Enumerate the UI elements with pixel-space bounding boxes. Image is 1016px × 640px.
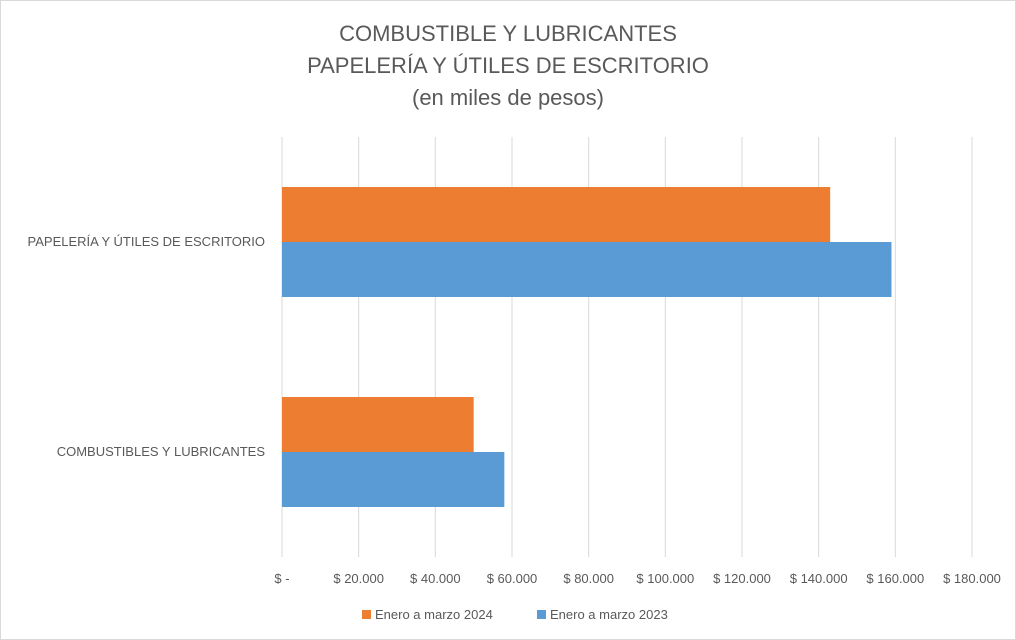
x-tick-label: $ 80.000 (563, 571, 614, 586)
x-tick-label: $ 140.000 (790, 571, 848, 586)
legend-swatch (537, 610, 546, 619)
x-tick-label: $ 40.000 (410, 571, 461, 586)
bar (282, 187, 831, 242)
x-tick-label: $ - (274, 571, 289, 586)
bar (282, 397, 474, 452)
x-tick-label: $ 180.000 (943, 571, 1001, 586)
legend: Enero a marzo 2024 Enero a marzo 2023 (362, 607, 668, 622)
x-axis-tick-labels: $ - $ 20.000 $ 40.000 $ 60.000 $ 80.000 $ 100… (274, 571, 1001, 586)
category-labels: PAPELERÍA Y ÚTILES DE ESCRITORIO COMBUSTI… (28, 234, 266, 459)
chart-title-line-1: COMBUSTIBLE Y LUBRICANTES (339, 21, 677, 46)
bars (282, 187, 892, 507)
legend-swatch (362, 610, 371, 619)
chart-title: COMBUSTIBLE Y LUBRICANTES PAPELERÍA Y ÚT… (0, 18, 1016, 114)
x-tick-label: $ 20.000 (333, 571, 384, 586)
category-label: PAPELERÍA Y ÚTILES DE ESCRITORIO (28, 234, 265, 249)
legend-label: Enero a marzo 2024 (375, 607, 493, 622)
chart-title-line-2: PAPELERÍA Y ÚTILES DE ESCRITORIO (307, 53, 709, 78)
legend-label: Enero a marzo 2023 (550, 607, 668, 622)
category-label: COMBUSTIBLES Y LUBRICANTES (57, 444, 266, 459)
x-tick-label: $ 120.000 (713, 571, 771, 586)
x-tick-label: $ 60.000 (487, 571, 538, 586)
x-tick-label: $ 100.000 (636, 571, 694, 586)
chart-title-line-3: (en miles de pesos) (412, 85, 604, 110)
bar (282, 242, 892, 297)
x-tick-label: $ 160.000 (866, 571, 924, 586)
bar (282, 452, 505, 507)
